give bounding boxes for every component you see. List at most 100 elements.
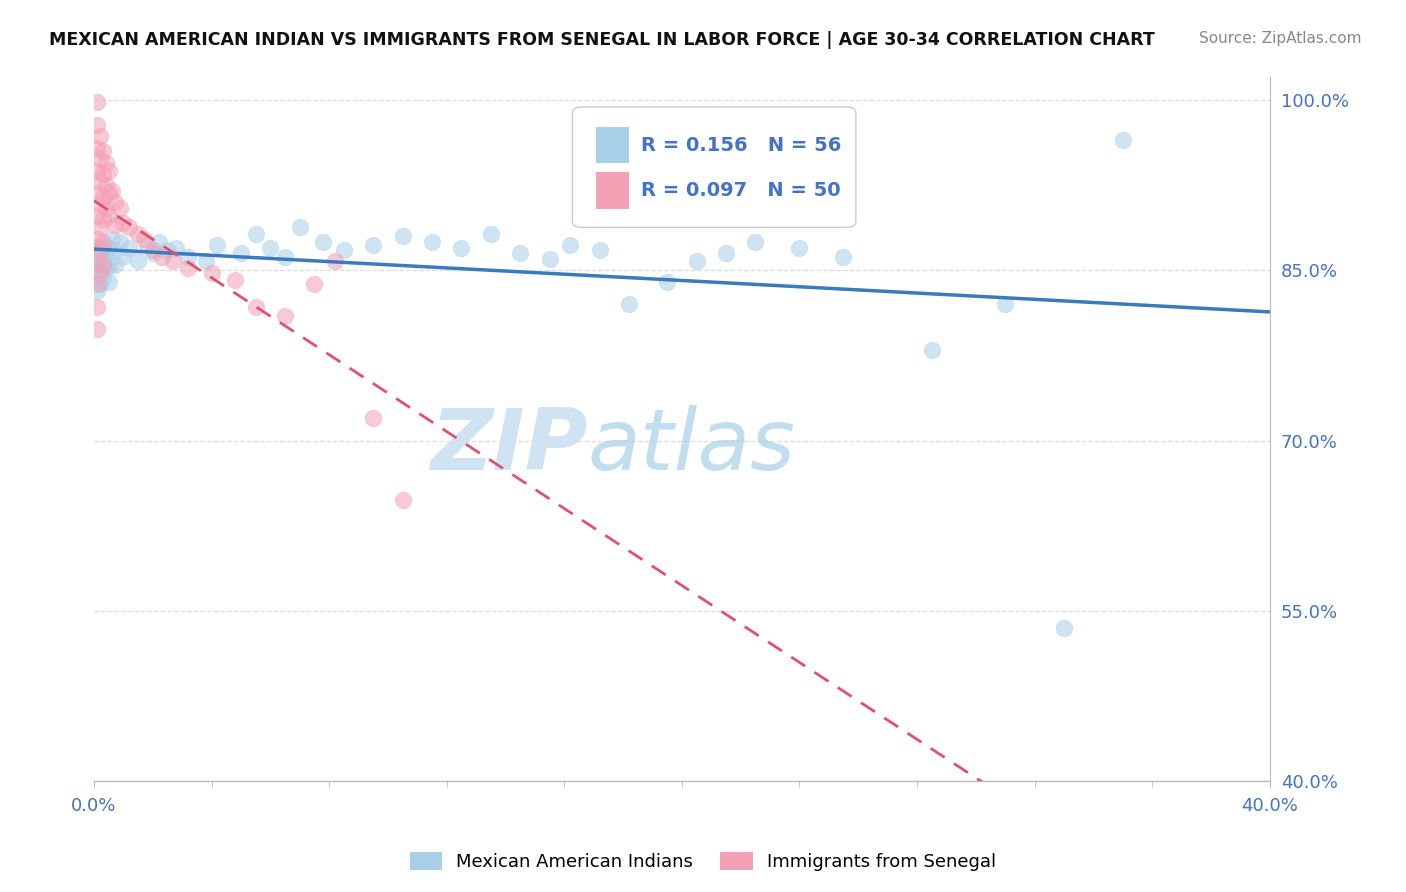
Point: [655, 275, 678, 289]
Point: [91, 271, 114, 285]
Point: [391, 492, 413, 507]
Text: Source: ZipAtlas.com: Source: ZipAtlas.com: [1198, 31, 1361, 46]
Point: [103, 218, 125, 232]
Point: [89, 266, 111, 280]
Point: [94, 246, 117, 260]
Point: [94, 261, 117, 276]
Point: [177, 261, 200, 276]
Legend: Mexican American Indians, Immigrants from Senegal: Mexican American Indians, Immigrants fro…: [402, 846, 1004, 879]
Point: [86, 254, 108, 268]
Point: [617, 297, 640, 311]
Bar: [596, 172, 628, 209]
Point: [86, 254, 108, 268]
Point: [744, 235, 766, 249]
Text: R = 0.156   N = 56: R = 0.156 N = 56: [641, 136, 841, 154]
Point: [207, 238, 229, 252]
Bar: [596, 127, 628, 163]
Point: [86, 209, 108, 223]
Point: [86, 186, 108, 201]
Point: [97, 186, 120, 201]
Text: ZIP: ZIP: [430, 406, 588, 489]
Point: [333, 243, 356, 257]
Point: [94, 178, 117, 193]
Point: [89, 197, 111, 211]
FancyBboxPatch shape: [572, 107, 856, 227]
Point: [91, 235, 114, 249]
Point: [89, 243, 111, 257]
Point: [89, 277, 111, 291]
Point: [150, 250, 173, 264]
Point: [685, 254, 707, 268]
Point: [558, 238, 581, 252]
Point: [89, 220, 111, 235]
Point: [312, 235, 335, 249]
Point: [1053, 621, 1076, 635]
Point: [479, 227, 502, 241]
Text: atlas: atlas: [588, 406, 796, 489]
Point: [245, 300, 267, 314]
Point: [91, 212, 114, 227]
Point: [86, 269, 108, 284]
Point: [156, 243, 179, 257]
Point: [110, 201, 132, 215]
Point: [103, 258, 125, 272]
Point: [86, 300, 108, 314]
Point: [127, 254, 149, 268]
Point: [86, 284, 108, 298]
Point: [127, 227, 149, 241]
Point: [86, 141, 108, 155]
Point: [112, 250, 135, 264]
Point: [91, 145, 114, 159]
Point: [259, 241, 281, 255]
Point: [112, 216, 135, 230]
Point: [391, 229, 413, 244]
Point: [94, 201, 117, 215]
Point: [97, 209, 120, 223]
Point: [450, 241, 472, 255]
Point: [200, 266, 222, 280]
Point: [110, 235, 132, 249]
Point: [86, 232, 108, 246]
Point: [1112, 133, 1135, 147]
Point: [89, 175, 111, 189]
Point: [420, 235, 443, 249]
Point: [538, 252, 561, 266]
Point: [194, 254, 217, 268]
Point: [224, 272, 246, 286]
Point: [588, 243, 610, 257]
Text: R = 0.097   N = 50: R = 0.097 N = 50: [641, 181, 841, 201]
Point: [100, 184, 122, 198]
Point: [921, 343, 943, 357]
Point: [148, 235, 170, 249]
Point: [361, 238, 384, 252]
Point: [288, 220, 311, 235]
Point: [142, 246, 165, 260]
Point: [97, 241, 120, 255]
Point: [100, 232, 122, 246]
Point: [165, 241, 187, 255]
Point: [994, 297, 1017, 311]
Point: [789, 241, 811, 255]
Point: [91, 258, 114, 272]
Point: [86, 239, 108, 253]
Point: [832, 250, 855, 264]
Point: [97, 163, 120, 178]
Point: [509, 246, 531, 260]
Point: [94, 155, 117, 169]
Point: [118, 241, 141, 255]
Point: [323, 254, 346, 268]
Point: [89, 129, 111, 144]
Point: [89, 152, 111, 166]
Point: [245, 227, 267, 241]
Point: [86, 277, 108, 291]
Point: [91, 258, 114, 272]
Point: [177, 250, 200, 264]
Point: [142, 243, 165, 257]
Point: [86, 163, 108, 178]
Text: MEXICAN AMERICAN INDIAN VS IMMIGRANTS FROM SENEGAL IN LABOR FORCE | AGE 30-34 CO: MEXICAN AMERICAN INDIAN VS IMMIGRANTS FR…: [49, 31, 1154, 49]
Point: [86, 118, 108, 132]
Point: [97, 275, 120, 289]
Point: [89, 250, 111, 264]
Point: [91, 238, 114, 252]
Point: [132, 232, 155, 246]
